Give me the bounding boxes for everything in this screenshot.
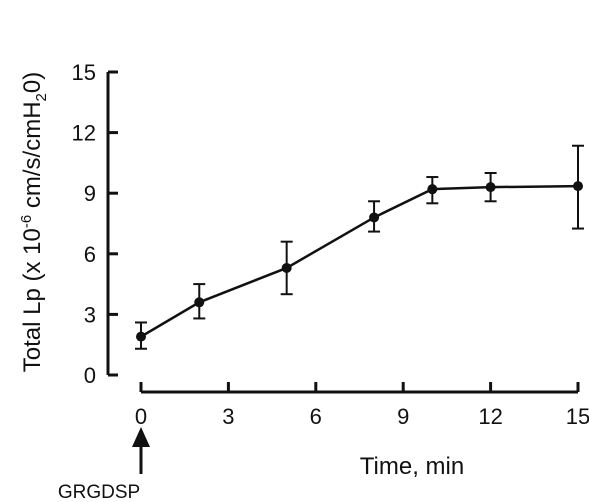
y-axis-title-mid: cm/s/cmH bbox=[19, 101, 46, 214]
x-tick-label: 9 bbox=[397, 404, 409, 429]
annotation-arrow-head bbox=[132, 427, 150, 447]
y-tick-label: 0 bbox=[84, 363, 96, 388]
y-axis-title-exponent: -6 bbox=[18, 215, 35, 228]
data-point bbox=[136, 331, 146, 342]
y-axis-title: Total Lp (x 10-6 cm/s/cmH20) bbox=[18, 72, 50, 372]
annotation-label: GRGDSP bbox=[58, 482, 140, 502]
series-line bbox=[140, 184, 579, 338]
data-point bbox=[573, 181, 583, 192]
x-axis-title: Time, min bbox=[360, 453, 464, 480]
x-tick-label: 12 bbox=[478, 404, 502, 429]
axes bbox=[106, 72, 578, 394]
series bbox=[135, 144, 584, 350]
x-ticks: 0 3 6 9 12 15 bbox=[135, 382, 589, 429]
y-tick-label: 9 bbox=[84, 181, 96, 206]
x-tick-label: 15 bbox=[566, 404, 589, 429]
data-point bbox=[194, 297, 205, 308]
y-tick-label: 6 bbox=[84, 242, 96, 267]
y-axis-title-end: 0) bbox=[19, 72, 46, 93]
data-point bbox=[281, 262, 292, 273]
data-point bbox=[427, 184, 438, 195]
x-tick-label: 3 bbox=[222, 404, 234, 429]
data-point bbox=[485, 182, 496, 193]
x-tick-label: 6 bbox=[310, 404, 322, 429]
annotation-group: GRGDSP bbox=[58, 427, 150, 502]
y-tick-label: 12 bbox=[72, 121, 96, 146]
y-tick-label: 15 bbox=[72, 60, 96, 85]
y-axis-title-subscript: 2 bbox=[33, 93, 50, 101]
y-axis-title-main: Total Lp (x 10 bbox=[19, 228, 46, 372]
data-point bbox=[369, 212, 380, 223]
x-tick-label: 0 bbox=[135, 404, 147, 429]
y-tick-label: 3 bbox=[84, 302, 96, 327]
y-ticks: 0 3 6 9 12 15 bbox=[72, 60, 118, 388]
